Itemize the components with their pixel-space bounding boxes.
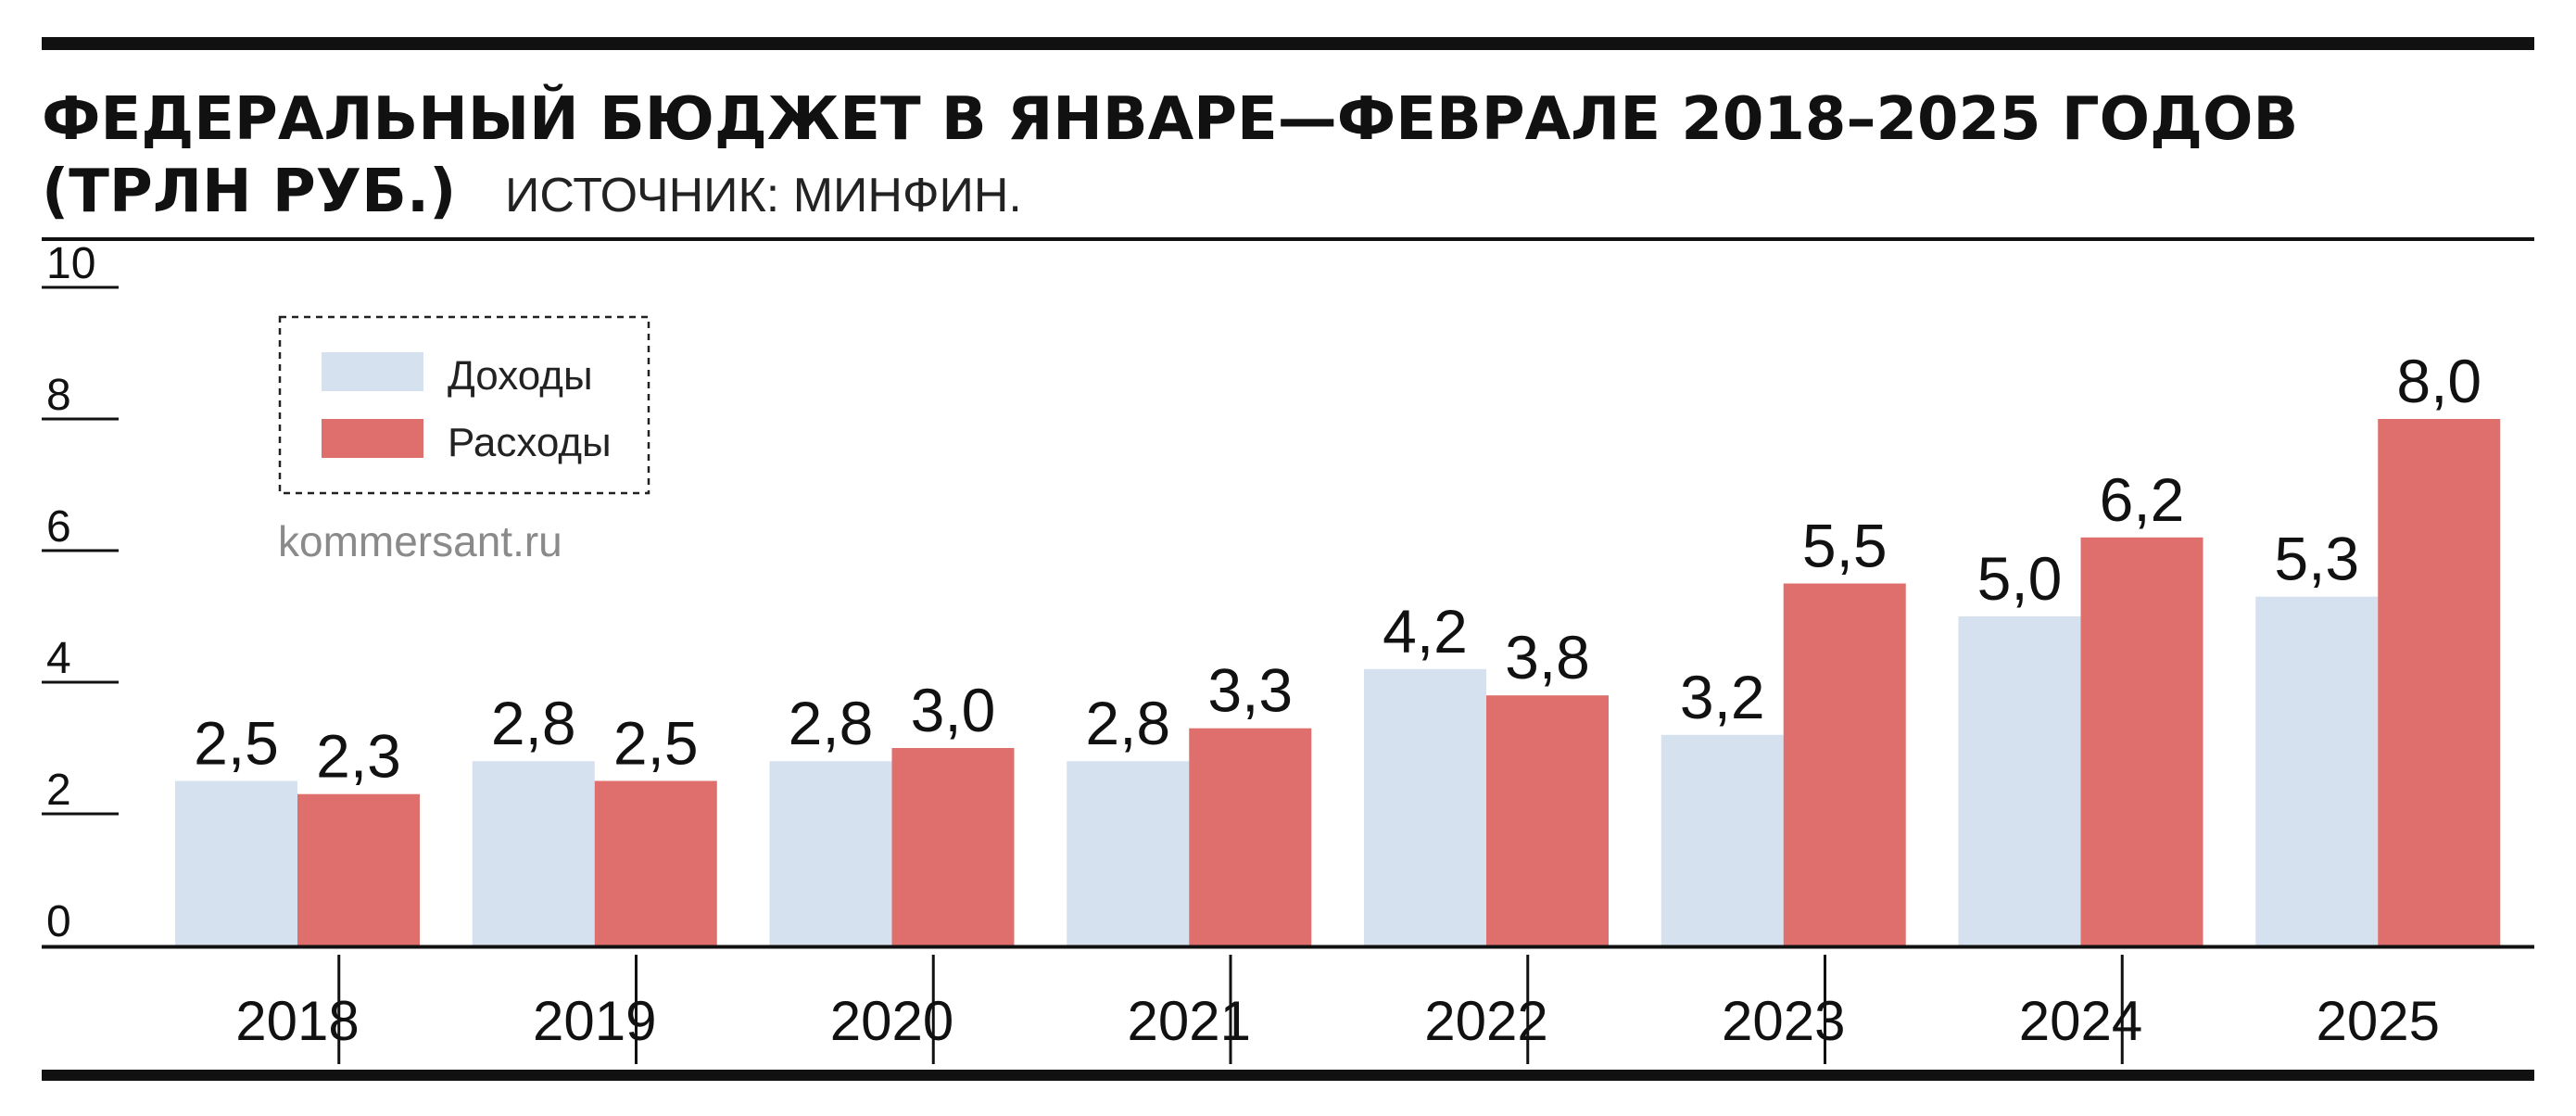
x-tick-label-2022: 2022: [1424, 990, 1547, 1052]
bar-income-2025: [2255, 596, 2379, 945]
bar-income-2023: [1661, 734, 1784, 945]
y-tick-label: 4: [46, 634, 71, 683]
value-label-expense-2023: 5,5: [1802, 512, 1888, 580]
bar-income-2019: [472, 761, 595, 945]
x-tick-label-2020: 2020: [830, 990, 953, 1052]
bars: [175, 419, 2501, 945]
value-label-expense-2019: 2,5: [613, 709, 699, 778]
bar-expense-2020: [891, 748, 1015, 945]
legend: Доходы Расходы: [278, 315, 650, 495]
chart-source: ИСТОЧНИК: МИНФИН.: [505, 169, 1022, 222]
y-tick-label: 10: [46, 239, 95, 288]
value-label-income-2022: 4,2: [1383, 597, 1468, 666]
x-tick-label-2023: 2023: [1722, 990, 1845, 1052]
value-label-income-2020: 2,8: [789, 689, 874, 757]
y-tick-label: 8: [46, 371, 71, 420]
value-labels: 2,5 2,3 2,8 2,5 2,8 3,0 2,8 3,3 4,2 3,8 3,2 5,5 5,0 6…: [194, 347, 2481, 791]
x-axis: 2018 2019 2020 2021 2022 2023 2024 2025: [42, 945, 2534, 1064]
bar-expense-2022: [1486, 695, 1609, 945]
value-label-income-2025: 5,3: [2274, 525, 2359, 593]
legend-label-income: Доходы: [448, 353, 593, 399]
bar-expense-2018: [297, 793, 420, 945]
bar-expense-2019: [594, 780, 717, 945]
value-label-expense-2025: 8,0: [2396, 347, 2481, 415]
legend-swatch-income: [322, 352, 423, 391]
x-tick-label-2025: 2025: [2317, 990, 2440, 1052]
value-label-income-2021: 2,8: [1085, 689, 1170, 757]
bar-expense-2025: [2378, 419, 2501, 945]
value-label-income-2024: 5,0: [1977, 544, 2063, 613]
x-tick-label-2019: 2019: [533, 990, 656, 1052]
value-label-expense-2021: 3,3: [1207, 656, 1293, 725]
legend-label-expense: Расходы: [448, 420, 612, 465]
watermark: kommersant.ru: [278, 517, 562, 565]
bar-income-2020: [769, 761, 892, 945]
value-label-income-2018: 2,5: [194, 709, 279, 778]
chart-title-line1: ФЕДЕРАЛЬНЫЙ БЮДЖЕТ В ЯНВАРЕ—ФЕВРАЛЕ 2018…: [42, 83, 2298, 154]
top-rule: [42, 37, 2534, 50]
bar-expense-2021: [1189, 728, 1312, 945]
bar-income-2022: [1364, 668, 1486, 945]
y-tick-label: 2: [46, 766, 71, 815]
value-label-expense-2020: 3,0: [911, 676, 996, 744]
x-tick-label-2024: 2024: [2019, 990, 2142, 1052]
bar-expense-2024: [2080, 537, 2203, 945]
value-label-expense-2024: 6,2: [2100, 465, 2185, 534]
y-axis: 0 2 4 6 8 10: [42, 239, 119, 946]
bar-income-2024: [1958, 616, 2081, 945]
y-tick-label: 0: [46, 897, 71, 946]
x-tick-label-2018: 2018: [235, 990, 359, 1052]
value-label-income-2023: 3,2: [1680, 663, 1765, 731]
bar-income-2018: [175, 780, 297, 945]
y-tick-label: 6: [46, 502, 71, 552]
title-rule: [42, 237, 2534, 241]
x-tick-label-2021: 2021: [1128, 990, 1251, 1052]
value-label-expense-2022: 3,8: [1505, 623, 1590, 691]
chart-title-line2: (ТРЛН РУБ.): [42, 158, 456, 226]
bar-income-2021: [1067, 761, 1190, 945]
bottom-rule: [42, 1070, 2534, 1081]
bar-expense-2023: [1783, 583, 1906, 945]
value-label-income-2019: 2,8: [491, 689, 576, 757]
value-label-expense-2018: 2,3: [316, 722, 401, 791]
legend-swatch-expense: [322, 419, 423, 458]
legend-frame: [278, 315, 650, 495]
